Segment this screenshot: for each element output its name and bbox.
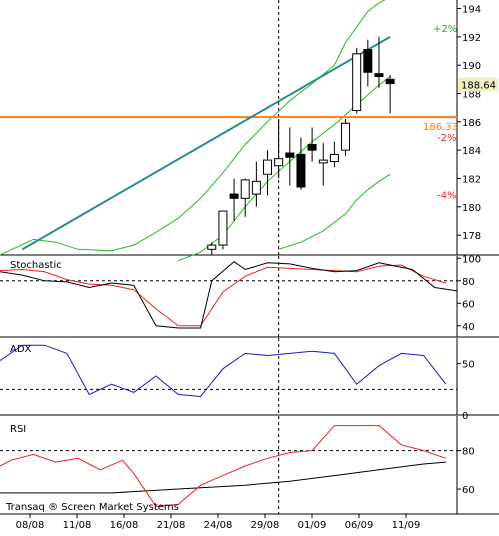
- stoch-y-tick-label: 60: [462, 299, 475, 310]
- x-tick-label: 08/08: [16, 520, 45, 531]
- stoch-y-tick-label: 40: [462, 322, 475, 333]
- price-y-tick-label: 192: [462, 33, 481, 44]
- stoch-fast-line: [0, 260, 458, 329]
- candle-body: [318, 159, 328, 164]
- rsi-title: RSI: [10, 424, 26, 435]
- x-tick-label: 01/09: [298, 520, 327, 531]
- price-panel: 178180182184186188190192194188.64186.33-…: [0, 0, 499, 262]
- rsi-signal-line: [0, 461, 446, 494]
- candle-body: [307, 144, 317, 151]
- support-level-label: 186.33: [423, 122, 458, 133]
- candle-body: [296, 153, 306, 188]
- rsi-line: [0, 425, 447, 507]
- adx-line: [0, 344, 447, 398]
- candle-body: [263, 159, 273, 175]
- candle-body: [285, 152, 295, 158]
- trend-line: [21, 35, 391, 251]
- candle-body: [229, 193, 239, 199]
- last-price-label: 188.64: [461, 80, 496, 91]
- candle-body: [218, 210, 228, 246]
- adx-y-tick-label: 50: [462, 360, 475, 371]
- last-price-box: [458, 77, 498, 92]
- adx-title: ADX: [10, 344, 32, 355]
- adx-y-tick-label: 0: [462, 411, 468, 422]
- price-y-tick-label: 188: [462, 90, 481, 101]
- x-tick-label: 06/09: [345, 520, 374, 531]
- stoch-y-tick-label: 80: [462, 277, 475, 288]
- candle-body: [240, 179, 250, 199]
- x-tick-label: 24/08: [204, 520, 233, 531]
- price-y-tick-label: 178: [462, 231, 481, 242]
- upper-band-line: [0, 0, 386, 256]
- price-y-tick-label: 182: [462, 175, 481, 186]
- stoch-title: Stochastic: [10, 260, 62, 271]
- rsi-y-tick-label: 80: [462, 447, 475, 458]
- lower-pct-label: -4%: [437, 190, 456, 201]
- x-tick-label: 21/08: [157, 520, 186, 531]
- candle-body: [207, 244, 217, 250]
- x-tick-label: 29/08: [251, 520, 280, 531]
- price-y-tick-label: 186: [462, 118, 481, 129]
- candle-body: [251, 180, 261, 195]
- upper-pct-label: +2%: [433, 24, 457, 35]
- candle-body: [341, 122, 351, 151]
- x-tick-label: 16/08: [110, 520, 139, 531]
- candle-body: [374, 73, 384, 77]
- x-tick-label: 11/09: [392, 520, 421, 531]
- price-y-tick-label: 190: [462, 61, 481, 72]
- stochastic-panel: 40 60 80 100 Stochastic: [0, 254, 499, 338]
- lower-band-line: [278, 173, 391, 250]
- price-y-tick-label: 184: [462, 146, 481, 157]
- candle-body: [352, 53, 362, 111]
- footer-text: Transaq ® Screen Market Systems: [5, 502, 179, 513]
- candle-body: [274, 158, 284, 167]
- mid-pct-label: -2%: [437, 133, 456, 144]
- stoch-y-tick-label: 100: [462, 254, 481, 265]
- rsi-y-tick-label: 60: [462, 485, 475, 496]
- x-axis: 08/08 11/08 16/08 21/08 24/08 29/08 01/09 06/09…: [0, 513, 499, 531]
- stoch-slow-line: [0, 264, 447, 327]
- price-y-tick-label: 194: [462, 5, 481, 16]
- candle-body: [385, 78, 395, 85]
- price-y-tick-label: 180: [462, 203, 481, 214]
- adx-panel: 0 50 ADX: [0, 338, 499, 422]
- candle-body: [329, 153, 339, 163]
- candle-body: [363, 49, 373, 73]
- x-tick-label: 11/08: [63, 520, 92, 531]
